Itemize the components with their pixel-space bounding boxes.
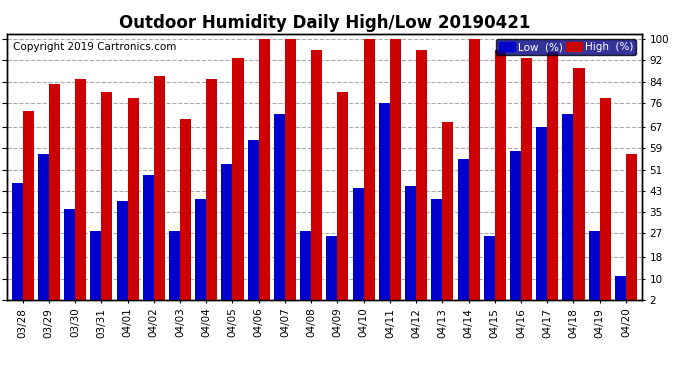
Bar bbox=[195, 199, 206, 300]
Bar bbox=[416, 50, 427, 300]
Bar bbox=[390, 39, 401, 300]
Bar bbox=[300, 231, 311, 300]
Bar bbox=[64, 210, 75, 300]
Bar bbox=[311, 50, 322, 300]
Bar bbox=[484, 236, 495, 300]
Bar bbox=[379, 103, 390, 300]
Bar bbox=[469, 39, 480, 300]
Bar bbox=[353, 188, 364, 300]
Bar bbox=[248, 140, 259, 300]
Bar bbox=[101, 92, 112, 300]
Bar bbox=[431, 199, 442, 300]
Bar bbox=[615, 276, 626, 300]
Bar bbox=[259, 39, 270, 300]
Bar bbox=[180, 119, 191, 300]
Bar bbox=[274, 114, 285, 300]
Bar bbox=[117, 201, 128, 300]
Bar bbox=[233, 58, 244, 300]
Title: Outdoor Humidity Daily High/Low 20190421: Outdoor Humidity Daily High/Low 20190421 bbox=[119, 14, 530, 32]
Bar bbox=[206, 79, 217, 300]
Bar bbox=[337, 92, 348, 300]
Text: Copyright 2019 Cartronics.com: Copyright 2019 Cartronics.com bbox=[13, 42, 177, 52]
Bar bbox=[143, 175, 154, 300]
Bar bbox=[128, 98, 139, 300]
Bar bbox=[495, 50, 506, 300]
Bar bbox=[221, 164, 233, 300]
Bar bbox=[442, 122, 453, 300]
Bar bbox=[154, 76, 165, 300]
Bar bbox=[600, 98, 611, 300]
Bar bbox=[23, 111, 34, 300]
Bar bbox=[169, 231, 180, 300]
Bar bbox=[405, 186, 416, 300]
Bar bbox=[364, 39, 375, 300]
Bar bbox=[547, 53, 558, 300]
Bar bbox=[90, 231, 101, 300]
Bar bbox=[536, 127, 547, 300]
Bar bbox=[75, 79, 86, 300]
Bar bbox=[49, 84, 60, 300]
Bar bbox=[573, 68, 584, 300]
Bar bbox=[12, 183, 23, 300]
Bar bbox=[285, 39, 296, 300]
Bar bbox=[38, 154, 49, 300]
Bar bbox=[626, 154, 637, 300]
Bar bbox=[589, 231, 600, 300]
Legend: Low  (%), High  (%): Low (%), High (%) bbox=[496, 39, 636, 56]
Bar bbox=[457, 159, 469, 300]
Bar bbox=[326, 236, 337, 300]
Bar bbox=[562, 114, 573, 300]
Bar bbox=[510, 151, 521, 300]
Bar bbox=[521, 58, 532, 300]
